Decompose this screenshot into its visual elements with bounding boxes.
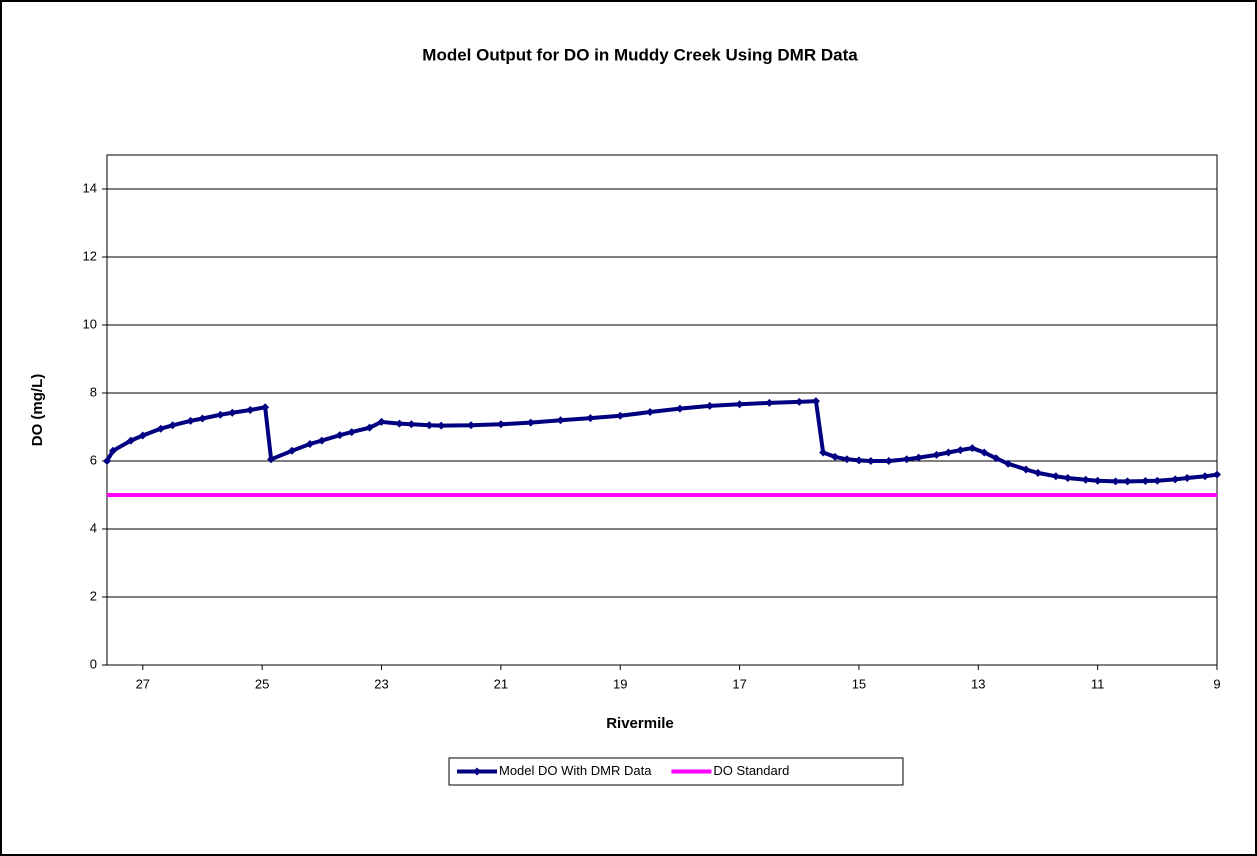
data-point	[335, 431, 344, 440]
data-point	[1051, 472, 1060, 481]
data-point	[246, 406, 255, 414]
y-tick-label: 4	[90, 520, 97, 535]
data-point	[1063, 474, 1072, 482]
data-point	[795, 397, 804, 406]
data-point	[902, 455, 911, 464]
data-point	[288, 446, 296, 455]
y-tick-label: 8	[90, 384, 97, 399]
data-point	[765, 398, 774, 407]
data-point	[675, 404, 684, 413]
data-point	[138, 431, 147, 440]
x-tick-label: 27	[136, 676, 150, 691]
x-tick-label: 17	[732, 676, 746, 691]
data-point	[407, 420, 416, 429]
legend-marker	[473, 767, 481, 776]
data-point	[216, 410, 225, 419]
legend-label: DO Standard	[713, 763, 789, 778]
x-axis-label: Rivermile	[606, 715, 674, 732]
data-point	[1123, 477, 1132, 486]
data-point	[1022, 465, 1031, 474]
data-point	[103, 457, 111, 465]
data-point	[1141, 477, 1150, 486]
data-point	[705, 401, 714, 410]
x-tick-label: 25	[255, 676, 269, 691]
data-point	[956, 446, 965, 455]
data-point	[646, 408, 655, 417]
data-point	[556, 416, 565, 425]
data-point	[228, 408, 237, 417]
data-point	[992, 454, 1001, 463]
y-tick-label: 0	[90, 656, 97, 671]
data-point	[395, 419, 404, 428]
x-tick-label: 11	[1091, 676, 1105, 691]
data-point	[914, 453, 923, 462]
x-tick-label: 19	[613, 676, 627, 691]
data-point	[1153, 476, 1162, 485]
data-point	[365, 423, 374, 432]
data-point	[1213, 470, 1221, 479]
data-point	[866, 457, 875, 465]
data-point	[261, 403, 270, 412]
data-point	[108, 446, 117, 455]
data-point	[944, 448, 953, 457]
y-tick-label: 12	[83, 248, 97, 263]
data-point	[377, 417, 386, 426]
data-point	[526, 418, 535, 427]
x-tick-label: 23	[374, 676, 388, 691]
legend-box	[448, 757, 904, 786]
data-point	[1171, 475, 1180, 484]
data-point	[735, 400, 744, 409]
data-point	[126, 436, 135, 445]
data-point	[819, 448, 828, 457]
x-tick-label: 13	[971, 676, 985, 691]
chart-title: Model Output for DO in Muddy Creek Using…	[422, 45, 858, 64]
y-tick-label: 6	[90, 452, 97, 467]
y-tick-label: 14	[83, 180, 97, 195]
data-point	[496, 420, 505, 429]
data-point	[1033, 468, 1042, 477]
data-point	[1183, 474, 1192, 482]
data-point	[267, 455, 276, 464]
y-tick-label: 2	[90, 588, 97, 603]
data-point	[467, 421, 476, 430]
data-point	[811, 397, 820, 406]
data-point	[968, 444, 977, 453]
data-point	[168, 421, 177, 430]
x-tick-label: 21	[494, 676, 508, 691]
data-point	[425, 421, 434, 430]
y-axis-label: DO (mg/L)	[29, 374, 46, 447]
data-point	[186, 416, 195, 425]
data-point	[586, 414, 595, 423]
data-point	[1111, 477, 1120, 486]
data-point	[198, 414, 207, 423]
data-point	[347, 428, 356, 437]
data-point	[854, 456, 863, 465]
data-point	[1004, 459, 1013, 468]
data-point	[980, 448, 989, 457]
data-point	[156, 424, 165, 433]
data-point	[437, 421, 446, 430]
data-point	[305, 440, 314, 448]
x-tick-label: 9	[1213, 676, 1220, 691]
data-point	[1093, 476, 1102, 485]
x-tick-label: 15	[852, 676, 866, 691]
data-point	[831, 452, 840, 461]
data-point	[884, 457, 893, 465]
legend-label: Model DO With DMR Data	[499, 763, 652, 778]
data-point	[843, 455, 851, 464]
y-tick-label: 10	[83, 316, 97, 331]
data-point	[932, 450, 941, 459]
data-point	[1201, 472, 1210, 481]
data-point	[1081, 475, 1090, 484]
data-point	[317, 436, 326, 445]
data-point	[616, 411, 625, 420]
